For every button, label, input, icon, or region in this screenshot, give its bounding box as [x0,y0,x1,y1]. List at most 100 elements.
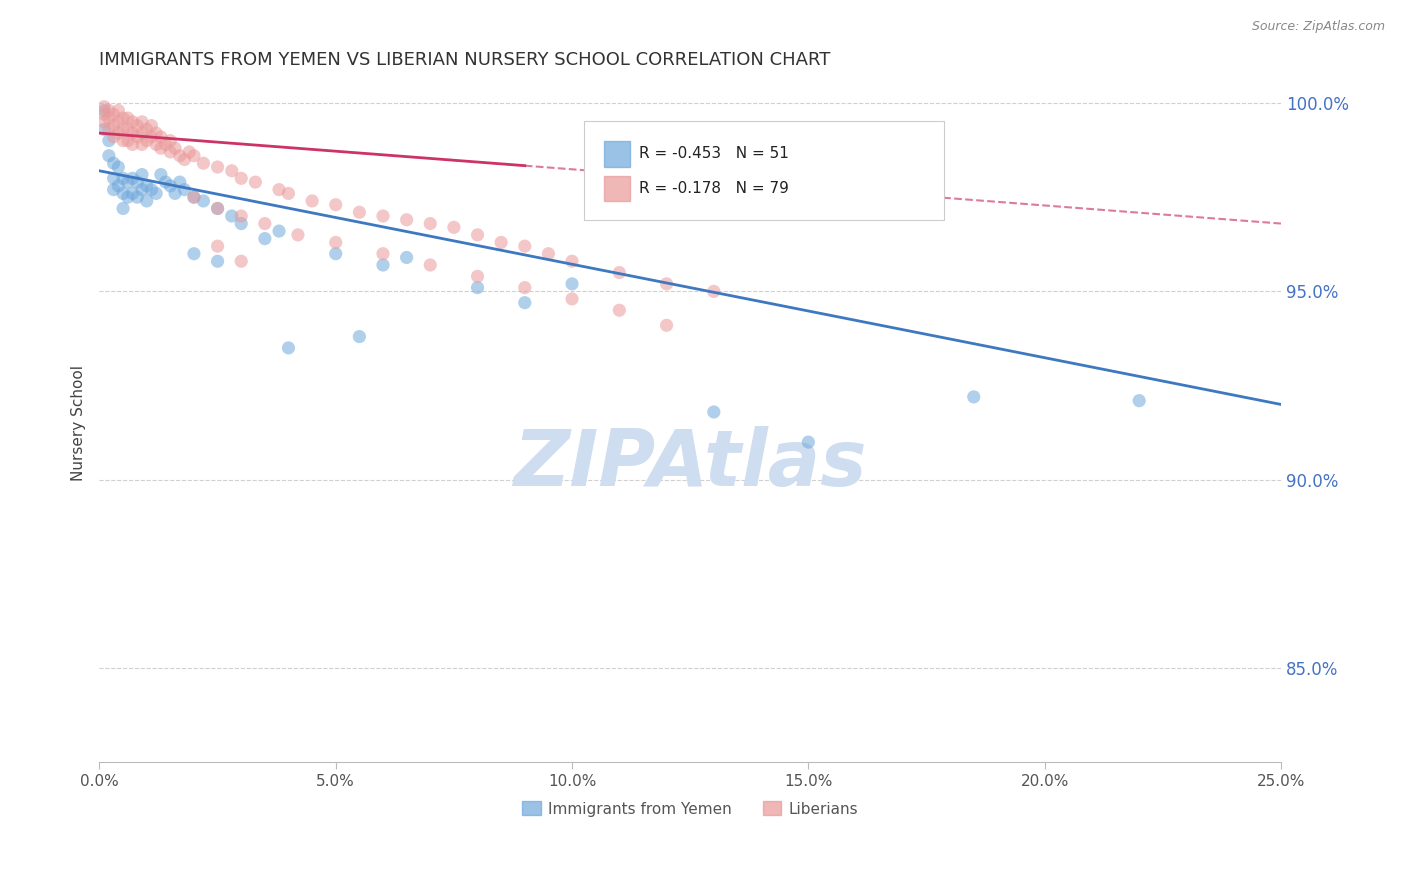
Point [112,186,135,201]
Point [121,137,143,152]
Point [325,197,347,211]
Point [419,258,441,272]
Point [703,405,725,419]
Point [121,186,143,201]
Point [287,227,309,242]
Text: R = -0.453   N = 51: R = -0.453 N = 51 [640,146,789,161]
Point [131,183,153,197]
Text: ZIPAtlas: ZIPAtlas [513,426,868,502]
Point [93,103,115,118]
Point [135,194,157,208]
Point [253,217,276,231]
Point [93,100,115,114]
Point [117,190,139,204]
Point [467,280,489,294]
Point [141,119,163,133]
Point [277,186,299,201]
Point [513,239,536,253]
Point [121,126,143,140]
Point [207,239,229,253]
Point [117,111,139,125]
Point [325,235,347,250]
Point [561,292,583,306]
Point [155,137,177,152]
Point [183,149,205,163]
Point [371,209,394,223]
Point [112,111,135,125]
Point [607,303,630,318]
Point [112,171,135,186]
Point [103,107,125,121]
Point [97,134,120,148]
Point [93,122,115,136]
Point [165,141,187,155]
Point [97,149,120,163]
FancyBboxPatch shape [583,121,945,219]
Point [169,149,191,163]
Point [267,224,290,238]
Point [169,175,191,189]
Point [93,115,115,129]
Point [513,280,536,294]
Y-axis label: Nursery School: Nursery School [72,366,86,482]
Point [267,183,290,197]
Point [489,235,512,250]
Point [97,111,120,125]
Point [561,277,583,291]
Point [149,168,172,182]
Legend: Immigrants from Yemen, Liberians: Immigrants from Yemen, Liberians [516,796,865,822]
Point [371,246,394,260]
Point [173,183,195,197]
FancyBboxPatch shape [605,141,630,167]
Point [395,251,418,265]
Point [135,122,157,136]
Point [131,168,153,182]
Point [1128,393,1150,408]
Text: Source: ZipAtlas.com: Source: ZipAtlas.com [1251,20,1385,33]
Point [145,137,167,152]
Point [107,126,129,140]
Point [135,178,157,193]
Point [231,217,253,231]
Text: R = -0.178   N = 79: R = -0.178 N = 79 [640,181,789,196]
Point [117,175,139,189]
Point [301,194,323,208]
Point [141,129,163,144]
Point [127,119,149,133]
Point [145,126,167,140]
Point [159,134,181,148]
Point [145,186,167,201]
Point [207,160,229,174]
Point [371,258,394,272]
Point [131,137,153,152]
Point [103,129,125,144]
Point [231,209,253,223]
Point [207,254,229,268]
Point [103,156,125,170]
Point [112,122,135,136]
Point [349,329,371,343]
Point [155,175,177,189]
Point [107,103,129,118]
Point [159,178,181,193]
Point [135,134,157,148]
Point [183,190,205,204]
Point [655,277,678,291]
Point [127,129,149,144]
Point [127,190,149,204]
Point [131,115,153,129]
Point [443,220,465,235]
Point [97,103,120,118]
Point [419,217,441,231]
Point [183,246,205,260]
Point [207,202,229,216]
Point [325,246,347,260]
Point [607,266,630,280]
Point [467,269,489,284]
Point [117,134,139,148]
Point [349,205,371,219]
Point [221,163,243,178]
Text: IMMIGRANTS FROM YEMEN VS LIBERIAN NURSERY SCHOOL CORRELATION CHART: IMMIGRANTS FROM YEMEN VS LIBERIAN NURSER… [100,51,831,69]
Point [655,318,678,333]
Point [107,160,129,174]
